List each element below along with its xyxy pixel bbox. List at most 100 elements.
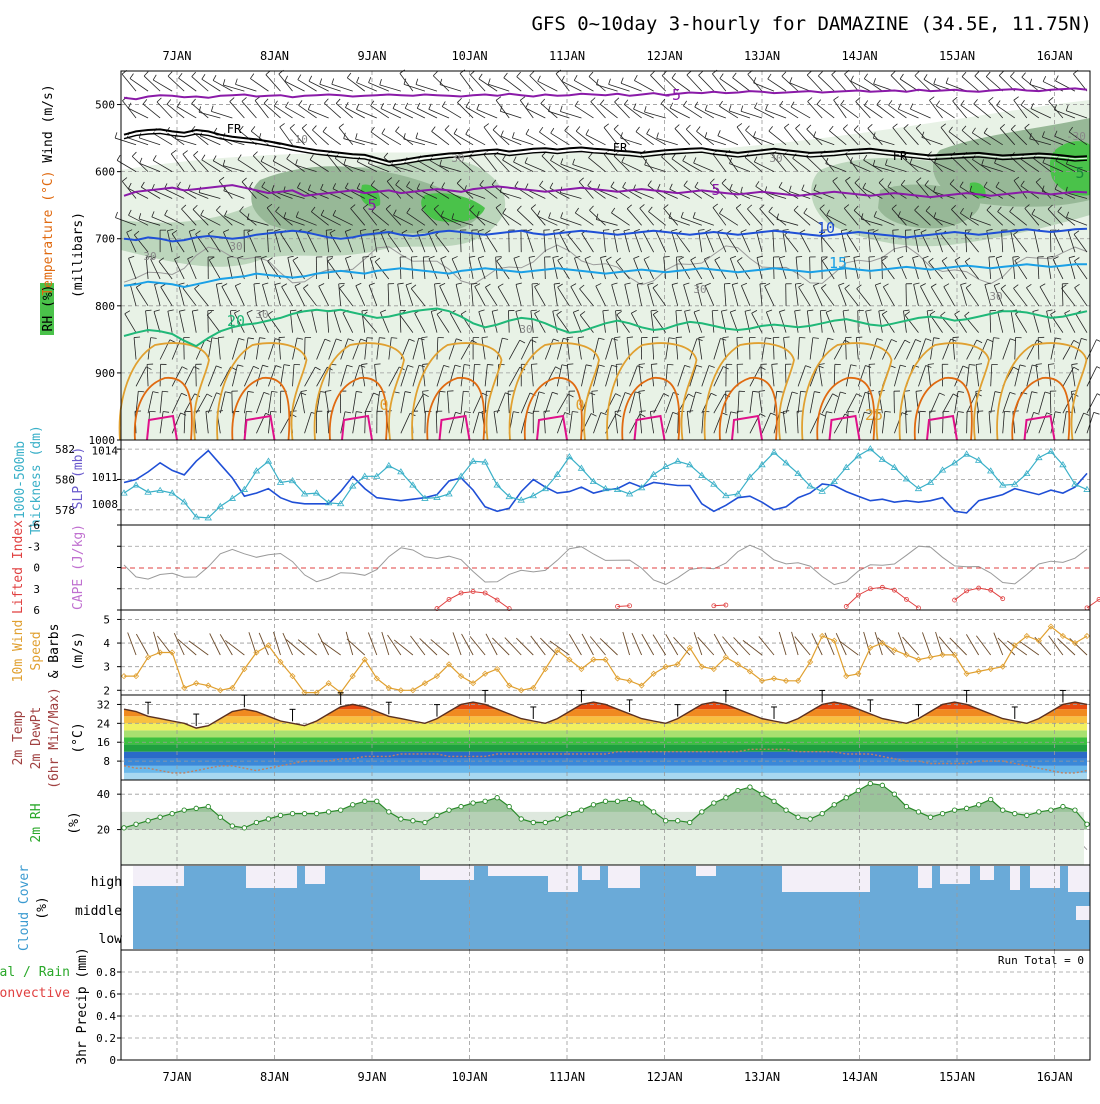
rh-marker: [591, 803, 595, 807]
rh-marker: [206, 804, 210, 808]
axis-label: (millibars): [71, 212, 86, 298]
rh-marker: [531, 820, 535, 824]
rh-marker: [1049, 808, 1053, 812]
wind10m-barb: [623, 632, 630, 655]
contour-label: 20: [227, 312, 245, 330]
rh-marker: [663, 819, 667, 823]
y-tick-label: 800: [95, 300, 115, 313]
wind10m-barb: [825, 633, 834, 655]
wind10m-line: [122, 624, 1090, 695]
wind-barb-flag: [339, 283, 345, 284]
y-tick-label: 0: [33, 562, 40, 575]
wind10m-barb: [347, 639, 365, 655]
wind10m-barb: [779, 632, 786, 655]
rh-marker: [218, 815, 222, 819]
wind10m-barb: [321, 641, 341, 655]
rh-marker: [820, 811, 824, 815]
temperature-band: [121, 695, 1090, 702]
rh-marker: [1037, 810, 1041, 814]
wind10m-barb: [998, 638, 1015, 655]
axis-label-part: 2m RH: [29, 803, 44, 842]
rh-marker: [1085, 822, 1089, 826]
rh-base-band: [121, 830, 1084, 865]
rh-marker: [290, 811, 294, 815]
wind-barb-flag: [1013, 411, 1019, 412]
wind10m-barb: [569, 634, 581, 655]
wind10m-barb: [743, 640, 762, 655]
rh-marker: [399, 817, 403, 821]
rh-marker: [387, 810, 391, 814]
wind10m-barb: [550, 641, 570, 655]
rh-marker: [651, 810, 655, 814]
rh-marker: [278, 813, 282, 817]
temperature-band: [121, 738, 1090, 745]
rh-marker: [796, 815, 800, 819]
wind10m-barb: [298, 640, 316, 655]
cloud-gap: [980, 866, 994, 880]
rh-marker: [989, 797, 993, 801]
cloud-gap: [305, 866, 325, 884]
rh-marker: [567, 811, 571, 815]
wind10m-barb: [632, 633, 642, 655]
y-tick-label: 700: [95, 233, 115, 246]
wind10m-barb: [462, 634, 474, 655]
axis-label-part: Cloud Cover: [17, 865, 32, 951]
date-label-bottom: 16JAN: [1036, 1070, 1072, 1084]
cloud-gap: [608, 866, 640, 888]
wind10m-barb: [470, 636, 485, 655]
rh-marker: [507, 804, 511, 808]
rh-marker: [411, 819, 415, 823]
wind-barb-flag: [117, 155, 120, 160]
wind-barb-flag: [856, 337, 862, 338]
panel-precip-grid: [121, 950, 1090, 1060]
wind10m-barb: [694, 632, 702, 655]
y-tick-label: 0.6: [96, 988, 116, 1001]
axis-label-part: 3hr Precip (mm): [75, 947, 90, 1064]
rh-marker: [338, 808, 342, 812]
rh-marker: [832, 803, 836, 807]
thickness-slp-lines: [121, 446, 1090, 520]
wind10m-barb: [410, 636, 424, 655]
rh-marker: [495, 796, 499, 800]
wind10m-barb: [653, 635, 666, 655]
contour-label: 30: [519, 323, 532, 336]
cloud-level-label: high: [91, 875, 122, 890]
wind-barb-flag: [231, 310, 237, 311]
date-label-bottom: 14JAN: [841, 1070, 877, 1084]
axis-label: 2m Temp: [11, 710, 26, 765]
cloud-gap: [696, 866, 716, 876]
rh-marker: [1061, 804, 1065, 808]
rh-marker: [230, 824, 234, 828]
axis-label-part: (m/s): [71, 631, 86, 670]
rh-marker: [676, 819, 680, 823]
wind-barb-flag: [246, 411, 252, 412]
slp-tick-label: 1011: [92, 471, 119, 484]
cloud-gap: [488, 866, 548, 876]
wind10m-barb: [642, 634, 654, 655]
y-tick-label: 6: [33, 604, 40, 617]
contour-label: 5: [1075, 164, 1084, 182]
date-label-bottom: 10JAN: [451, 1070, 487, 1084]
y-tick-label: 900: [95, 367, 115, 380]
temperature-band: [121, 759, 1090, 766]
axis-label-part: & Barbs: [47, 624, 62, 679]
panel-thickness-grid: [121, 440, 1090, 525]
cloud-gap: [420, 866, 474, 880]
wind10m-barb: [1019, 641, 1039, 655]
date-label-top: 12JAN: [646, 49, 682, 63]
precip-convective-label: Convective: [0, 986, 70, 1001]
date-label-bottom: 8JAN: [260, 1070, 289, 1084]
axis-label: (%): [67, 811, 82, 834]
panel-precip-ylabel: Total / RainConvective3hr Precip (mm): [0, 947, 90, 1064]
contour-label: 10: [817, 219, 835, 237]
axis-label-part: SLP (mb): [71, 447, 86, 510]
contour-label: 15: [829, 254, 847, 272]
wind10m-barb: [431, 639, 449, 655]
rh-marker: [266, 817, 270, 821]
contour-label: FR: [893, 149, 908, 163]
date-label-top: 10JAN: [451, 49, 487, 63]
wind-barb-flag: [115, 132, 117, 138]
rh-marker: [459, 804, 463, 808]
